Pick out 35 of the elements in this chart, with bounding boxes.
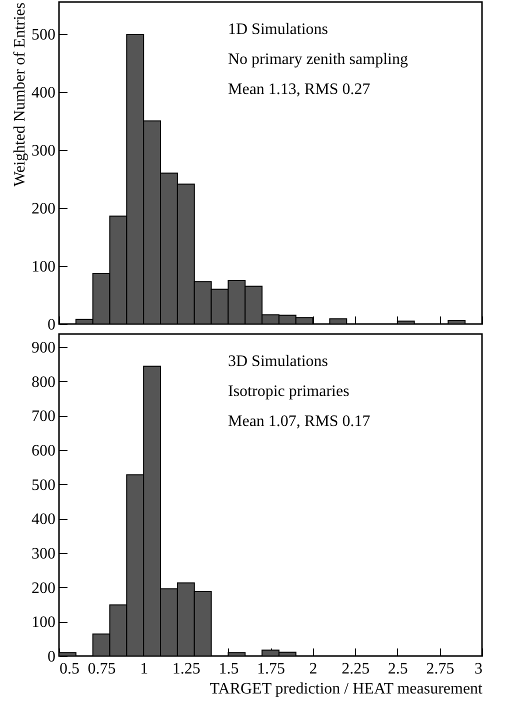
y-tick-label: 0: [48, 316, 56, 334]
y-tick-label: 400: [32, 511, 56, 528]
x-tick-label: 1.25: [172, 660, 200, 678]
x-axis-title: TARGET prediction / HEAT measurement: [210, 680, 484, 698]
y-axis-title: Weighted Number of Entries: [12, 2, 28, 186]
y-tick-label: 500: [32, 476, 56, 494]
y-tick-label: 500: [32, 26, 56, 44]
y-tick-label: 100: [32, 258, 56, 276]
y-tick-label: 100: [32, 614, 56, 632]
y-tick-label: 700: [32, 408, 56, 426]
x-tick-label: 0.75: [88, 660, 116, 678]
x-tick-label: 3: [474, 660, 482, 678]
y-tick-label: 400: [32, 84, 56, 102]
annotation: Mean 1.07, RMS 0.17: [228, 413, 370, 430]
y-tick-label: 800: [32, 374, 56, 391]
annotation: Mean 1.13, RMS 0.27: [228, 81, 370, 98]
x-tick-label: 1.75: [257, 660, 285, 678]
x-tick-label: 2.25: [342, 660, 370, 678]
y-tick-label: 300: [32, 546, 56, 563]
annotation: Isotropic primaries: [228, 383, 350, 400]
x-tick-label: 2.75: [426, 660, 454, 678]
y-tick-label: 300: [32, 142, 56, 160]
x-tick-label: 1.5: [218, 660, 239, 678]
x-tick-label: 2.5: [388, 660, 408, 678]
annotation: 1D Simulations: [228, 21, 328, 38]
y-tick-label: 200: [32, 580, 56, 597]
y-tick-label: 600: [32, 442, 56, 460]
y-tick-label: 0: [48, 648, 56, 666]
annotation: 3D Simulations: [228, 353, 328, 370]
y-tick-label: 900: [32, 340, 56, 357]
x-tick-label: 1: [140, 660, 148, 678]
annotation: No primary zenith sampling: [228, 51, 408, 68]
x-tick-label: 0.5: [60, 660, 80, 678]
x-tick-label: 2: [309, 660, 318, 678]
y-tick-label: 200: [32, 200, 56, 218]
